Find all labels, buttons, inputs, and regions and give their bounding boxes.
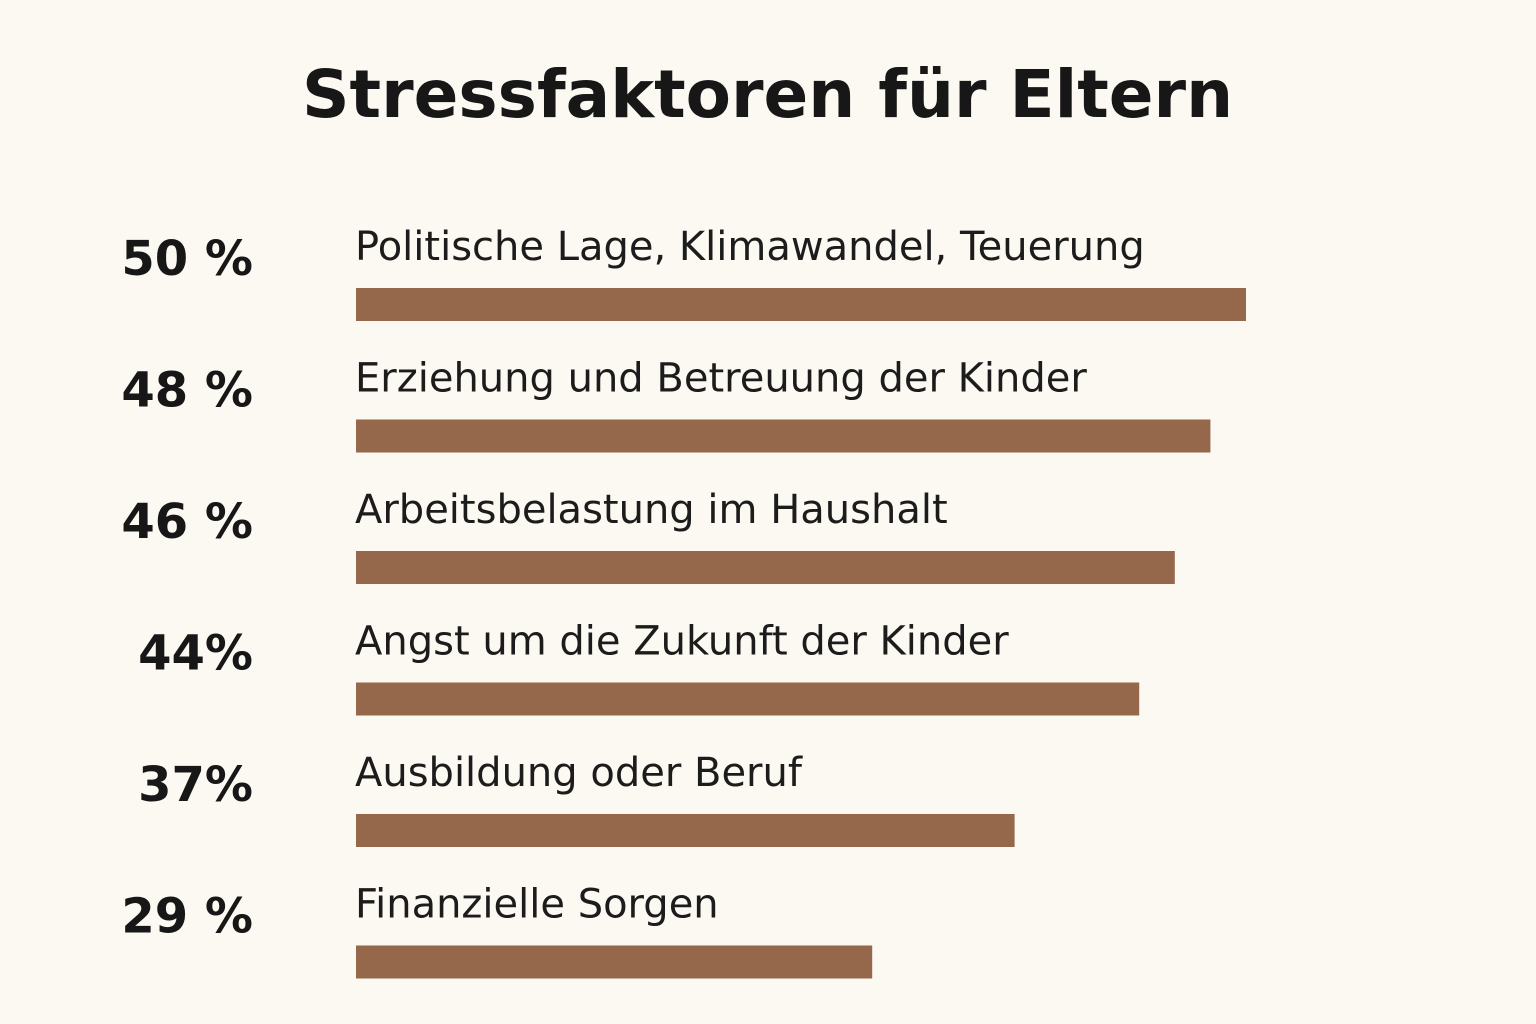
value-label: 48 % [121, 363, 253, 419]
category-label: Erziehung und Betreuung der Kinder [355, 356, 1087, 402]
bar [356, 945, 873, 979]
value-label: 37% [138, 757, 253, 813]
bar-row: 37% Ausbildung oder Beruf [138, 750, 1015, 847]
bar-row: 46 % Arbeitsbelastung im Haushalt [121, 487, 1175, 584]
category-label: Ausbildung oder Beruf [355, 750, 803, 796]
bar [356, 814, 1015, 847]
value-label: 50 % [121, 231, 253, 287]
bar [356, 551, 1175, 584]
value-label: 46 % [121, 494, 253, 550]
bar [356, 419, 1211, 453]
chart-title: Stressfaktoren für Eltern [302, 56, 1234, 133]
bar [356, 682, 1140, 716]
bar-row: 44% Angst um die Zukunft der Kinder [138, 619, 1140, 716]
category-label: Politische Lage, Klimawandel, Teuerung [355, 224, 1145, 270]
bar [356, 288, 1246, 321]
category-label: Finanzielle Sorgen [355, 882, 719, 928]
value-label: 29 % [121, 889, 253, 945]
category-label: Arbeitsbelastung im Haushalt [355, 487, 948, 533]
value-label: 44% [138, 626, 253, 682]
category-label: Angst um die Zukunft der Kinder [355, 619, 1009, 665]
bar-row: 50 % Politische Lage, Klimawandel, Teueru… [121, 224, 1246, 321]
bar-row: 48 % Erziehung und Betreuung der Kinder [121, 356, 1211, 453]
bar-row: 29 % Finanzielle Sorgen [121, 882, 873, 979]
